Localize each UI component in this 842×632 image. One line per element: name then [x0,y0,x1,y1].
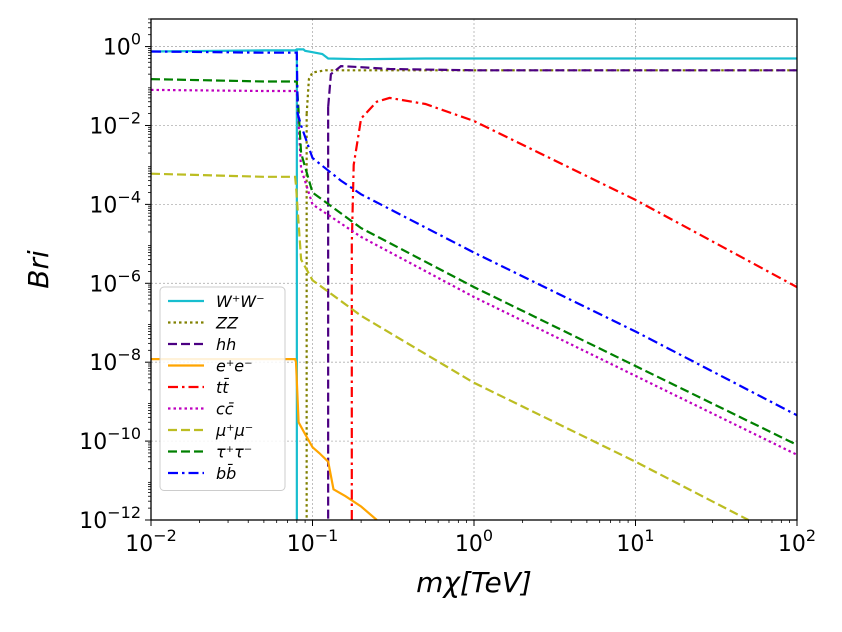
y-tick-label: 10−10 [79,424,141,455]
x-axis-title: mχ[TeV] [416,566,532,599]
series-line-2 [327,64,797,107]
x-tick-label: 100 [455,526,493,557]
y-tick-label: 10−2 [89,108,141,139]
ticks: 10−2 10−1 100 101 102 100 10−2 10−4 10−6 10−8 10−1… [79,18,816,557]
legend-label-3: e⁺e⁻ [216,357,253,376]
series-line-4 [350,96,797,520]
legend-label-4: tt̄ [216,378,229,397]
series-line-8 [151,50,797,417]
y-tick-label: 100 [103,30,141,61]
legend-label-8: bb̄ [216,464,236,483]
series-layer [151,48,797,520]
y-tick-label: 10−4 [89,187,141,218]
x-tick-label: 102 [778,526,816,557]
series-line-1 [305,69,797,114]
legend-label-5: cc̄ [216,400,234,419]
series-line-5 [151,88,797,456]
x-tick-label: 10−1 [287,526,339,557]
y-tick-label: 10−8 [89,345,141,376]
legend-box [159,286,286,491]
legend: W⁺W⁻ ZZ hh e⁺e⁻ tt̄ cc̄ μ⁺μ⁻ τ⁺τ⁻ bb̄ [159,286,286,491]
legend-label-7: τ⁺τ⁻ [216,443,252,462]
legend-label-2: hh [216,335,236,354]
series-line-6 [151,172,749,520]
series-line-3 [151,358,378,520]
y-tick-label: 10−12 [79,503,141,534]
legend-label-1: ZZ [215,314,239,333]
y-tick-label: 10−6 [89,266,141,297]
y-axis-title-text: Bri [22,250,55,289]
x-tick-label: 10−2 [125,526,177,557]
y-axis-title: Bri [22,250,55,289]
x-tick-label: 101 [616,526,654,557]
series-line-0 [151,48,797,61]
series-line-7 [151,78,797,446]
legend-label-0: W⁺W⁻ [216,292,265,311]
legend-label-6: μ⁺μ⁻ [215,421,253,440]
x-axis-title-text: mχ[TeV] [416,566,532,599]
